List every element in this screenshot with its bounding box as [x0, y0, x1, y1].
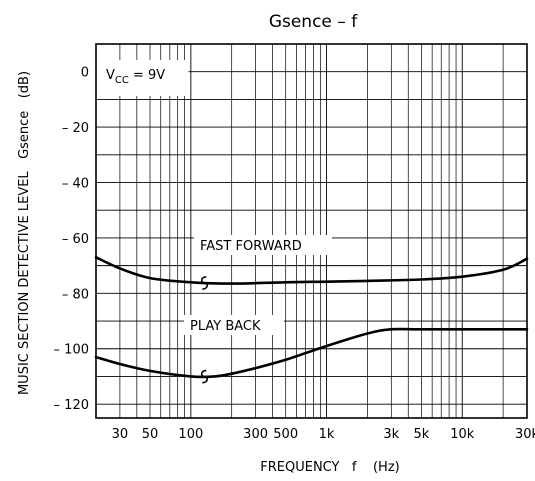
play-back-label: PLAY BACK — [190, 319, 261, 334]
y-tick-label: – 60 — [62, 232, 89, 247]
y-tick-label: – 20 — [62, 121, 89, 136]
y-tick-label: – 100 — [54, 343, 89, 358]
x-tick-label: 1k — [319, 427, 335, 442]
play-back-label-background — [184, 315, 284, 335]
y-tick-labels: 0 – 20 – 40 – 60 – 80 – 100 – 120 — [54, 66, 89, 413]
play-back-marker — [200, 369, 208, 384]
condition-label-rest: = 9V — [129, 68, 165, 83]
condition-label-v: V — [106, 68, 115, 83]
x-tick-label: 50 — [142, 427, 159, 442]
fast-forward-marker — [200, 275, 208, 290]
series-curves — [94, 256, 529, 379]
y-tick-label: 0 — [81, 66, 89, 81]
fast-forward-label-background — [194, 235, 332, 255]
play-back-curve — [94, 327, 529, 379]
fast-forward-curve — [94, 256, 529, 285]
y-tick-label: – 80 — [62, 287, 89, 302]
condition-label: VCC = 9V — [106, 68, 165, 86]
y-axis-label: MUSIC SECTION DETECTIVE LEVEL Gsence (dB… — [17, 71, 32, 395]
x-tick-label: 30k — [515, 427, 535, 442]
x-tick-label: 10k — [450, 427, 475, 442]
fast-forward-label: FAST FORWARD — [200, 239, 302, 254]
x-tick-label: 100 — [178, 427, 203, 442]
x-tick-label: 300 — [243, 427, 268, 442]
x-tick-label: 30 — [112, 427, 129, 442]
plot-frame — [95, 43, 528, 419]
y-tick-label: – 120 — [54, 398, 89, 413]
condition-label-background — [96, 60, 189, 96]
condition-label-sub: CC — [115, 75, 129, 86]
x-tick-label: 5k — [413, 427, 429, 442]
minor-gridlines — [119, 44, 504, 418]
x-tick-labels: 30 50 100 300 500 1k 3k 5k 10k 30k — [112, 427, 535, 442]
y-tick-label: – 40 — [62, 177, 89, 192]
x-axis-label: FREQUENCY f (Hz) — [260, 460, 399, 475]
chart-title: Gsence – f — [269, 12, 358, 32]
series-annotations: FAST FORWARD PLAY BACK — [184, 235, 332, 384]
x-tick-label: 500 — [273, 427, 298, 442]
x-tick-label: 3k — [383, 427, 399, 442]
